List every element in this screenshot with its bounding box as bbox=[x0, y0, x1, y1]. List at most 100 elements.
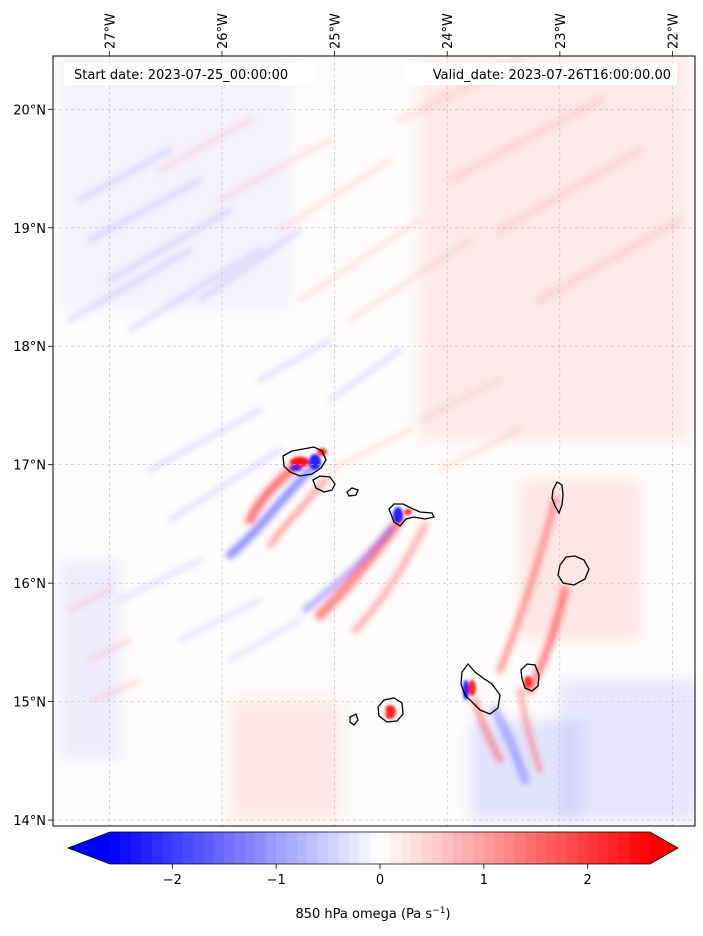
colorbar-step bbox=[255, 832, 267, 864]
island-santiago bbox=[460, 662, 501, 715]
omega-field-waves bbox=[67, 56, 685, 703]
colorbar-step bbox=[276, 832, 288, 864]
island-brava bbox=[349, 713, 359, 726]
island-sal bbox=[551, 481, 564, 515]
colorbar-label-close: ) bbox=[445, 907, 450, 922]
latitude-label: 19°N bbox=[13, 222, 46, 237]
colorbar-label-text: 850 hPa omega (Pa s bbox=[295, 907, 432, 922]
latitude-label: 14°N bbox=[13, 814, 46, 829]
omega-field-strong bbox=[226, 457, 569, 785]
colorbar-step bbox=[546, 832, 558, 864]
omega-field bbox=[60, 56, 695, 820]
colorbar-step bbox=[566, 832, 578, 864]
latitude-label: 18°N bbox=[13, 340, 46, 355]
colorbar-step bbox=[193, 832, 204, 864]
colorbar-step bbox=[338, 832, 350, 864]
colorbar-fill bbox=[68, 832, 678, 864]
longitude-labels: 27°W 26°W 25°W 24°W 23°W 22°W bbox=[103, 13, 681, 49]
colorbar-step bbox=[442, 832, 454, 864]
colorbar-step bbox=[369, 832, 381, 864]
gridlines bbox=[48, 51, 695, 826]
island-santa-luzia bbox=[346, 487, 359, 497]
colorbar-step bbox=[608, 832, 620, 864]
longitude-label: 26°W bbox=[216, 13, 231, 49]
colorbar-step bbox=[161, 832, 173, 864]
colorbar-step bbox=[110, 832, 121, 864]
start-date-text: Start date: 2023-07-25_00:00:00 bbox=[74, 68, 288, 83]
colorbar-step bbox=[390, 832, 402, 864]
island-santo-antao bbox=[282, 446, 327, 477]
colorbar-step bbox=[525, 832, 537, 864]
colorbar-step bbox=[296, 832, 308, 864]
colorbar-step bbox=[213, 832, 225, 864]
colorbar-step bbox=[245, 832, 256, 864]
colorbar-step bbox=[317, 832, 329, 864]
colorbar-extend-low bbox=[68, 832, 110, 864]
longitude-label: 27°W bbox=[103, 13, 118, 49]
start-date-box: Start date: 2023-07-25_00:00:00 bbox=[64, 63, 314, 85]
colorbar-step bbox=[151, 832, 163, 864]
valid-date-text: Valid_date: 2023-07-26T16:00:00.00 bbox=[433, 68, 671, 83]
colorbar-step bbox=[224, 832, 236, 864]
colorbar-step bbox=[629, 832, 641, 864]
colorbar-step bbox=[598, 832, 609, 864]
colorbar-step bbox=[328, 832, 339, 864]
colorbar-frame bbox=[66, 831, 679, 865]
colorbar-step bbox=[483, 832, 495, 864]
colorbar-step bbox=[411, 832, 423, 864]
coastlines bbox=[282, 446, 590, 726]
colorbar-ticks: −2 −1 0 1 2 bbox=[163, 864, 592, 888]
omega-field-extremes bbox=[290, 448, 532, 719]
colorbar-extend-high bbox=[650, 832, 678, 864]
colorbar-step bbox=[587, 832, 599, 864]
colorbar-label-exponent: −1 bbox=[432, 906, 445, 916]
colorbar-step bbox=[203, 832, 215, 864]
latitude-label: 17°N bbox=[13, 459, 46, 474]
colorbar-step bbox=[618, 832, 630, 864]
colorbar-step bbox=[473, 832, 485, 864]
island-boa-vista bbox=[557, 555, 590, 586]
colorbar-step bbox=[400, 832, 412, 864]
island-sao-vicente bbox=[312, 475, 336, 493]
colorbar-step bbox=[452, 832, 464, 864]
colorbar-step bbox=[172, 832, 184, 864]
valid-date-box: Valid_date: 2023-07-26T16:00:00.00 bbox=[405, 63, 677, 85]
colorbar-step bbox=[130, 832, 142, 864]
map-panel: Start date: 2023-07-25_00:00:00 Valid_da… bbox=[13, 13, 696, 829]
latitude-label: 16°N bbox=[13, 577, 46, 592]
latitude-label: 20°N bbox=[13, 103, 46, 118]
colorbar-step bbox=[234, 832, 246, 864]
colorbar-step bbox=[431, 832, 443, 864]
colorbar-step bbox=[577, 832, 589, 864]
colorbar-step bbox=[141, 832, 153, 864]
longitude-label: 23°W bbox=[554, 13, 569, 49]
colorbar: −2 −1 0 1 2 850 hPa omega (Pa s−1) bbox=[66, 831, 679, 922]
colorbar-step bbox=[421, 832, 433, 864]
colorbar-tick-label: −2 bbox=[163, 873, 182, 888]
island-sao-nicolau bbox=[388, 503, 435, 527]
colorbar-step bbox=[286, 832, 298, 864]
colorbar-tick-label: 2 bbox=[584, 873, 592, 888]
colorbar-step bbox=[182, 832, 194, 864]
longitude-label: 22°W bbox=[666, 13, 681, 49]
colorbar-label: 850 hPa omega (Pa s−1) bbox=[295, 906, 450, 922]
latitude-label: 15°N bbox=[13, 696, 46, 711]
colorbar-step bbox=[307, 832, 319, 864]
island-maio bbox=[520, 663, 540, 692]
colorbar-step bbox=[535, 832, 547, 864]
colorbar-tick-label: −1 bbox=[267, 873, 286, 888]
longitude-label: 24°W bbox=[441, 13, 456, 49]
colorbar-step bbox=[265, 832, 277, 864]
colorbar-step bbox=[348, 832, 360, 864]
island-fogo bbox=[377, 697, 404, 723]
colorbar-step bbox=[359, 832, 371, 864]
colorbar-tick-label: 0 bbox=[376, 873, 384, 888]
colorbar-step bbox=[120, 832, 132, 864]
colorbar-step bbox=[556, 832, 568, 864]
latitude-labels: 20°N 19°N 18°N 17°N 16°N 15°N 14°N bbox=[13, 103, 46, 829]
omega-field-background bbox=[60, 60, 695, 820]
longitude-label: 25°W bbox=[329, 13, 344, 49]
colorbar-step bbox=[639, 832, 651, 864]
colorbar-step bbox=[504, 832, 516, 864]
